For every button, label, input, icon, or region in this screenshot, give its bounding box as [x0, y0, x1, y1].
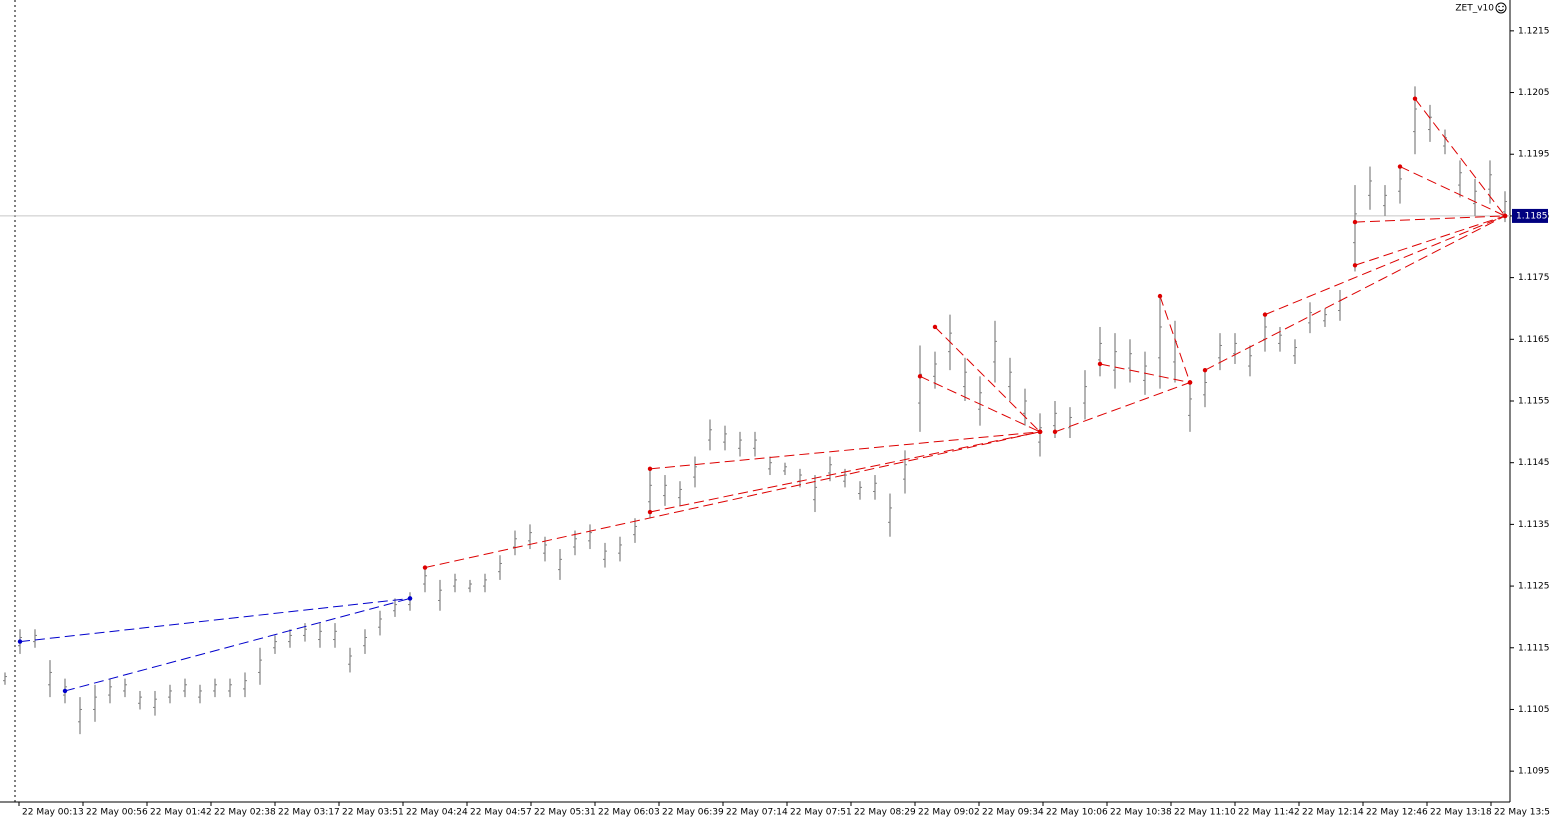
- x-tick-label: 22 May 00:56: [86, 808, 148, 818]
- x-tick-label: 22 May 11:42: [1238, 808, 1300, 818]
- trend-segment: [1264, 215, 1506, 316]
- x-tick-label: 22 May 03:17: [278, 808, 340, 818]
- x-tick-label: 22 May 06:39: [662, 808, 724, 818]
- x-tick-label: 22 May 03:51: [342, 808, 404, 818]
- y-tick-label: 1.1165: [1518, 335, 1550, 345]
- y-tick-label: 1.1215: [1518, 26, 1550, 36]
- x-tick-label: 22 May 02:38: [214, 808, 276, 818]
- x-tick-label: 22 May 07:51: [790, 808, 852, 818]
- segment-point: [62, 688, 68, 694]
- trend-segment: [64, 597, 411, 692]
- y-tick-label: 1.1195: [1518, 150, 1550, 160]
- x-tick-label: 22 May 08:29: [854, 808, 916, 818]
- x-tick-label: 22 May 09:02: [918, 808, 980, 818]
- trend-segment: [1414, 98, 1506, 217]
- x-tick-label: 22 May 12:14: [1302, 808, 1364, 818]
- x-tick-label: 22 May 13:50: [1494, 808, 1550, 818]
- y-tick-label: 1.1105: [1518, 705, 1550, 715]
- x-tick-label: 22 May 11:10: [1174, 808, 1236, 818]
- trend-segment: [424, 431, 1041, 569]
- x-tick-label: 22 May 13:18: [1430, 808, 1492, 818]
- y-tick-label: 1.1135: [1518, 520, 1550, 530]
- trend-segment: [1204, 215, 1506, 371]
- segment-point: [407, 596, 413, 601]
- segment-point: [1502, 213, 1508, 219]
- segment-point: [1352, 263, 1358, 268]
- trend-segment: [1354, 215, 1506, 266]
- segment-point: [647, 509, 653, 515]
- segment-point: [1352, 219, 1358, 225]
- x-tick-label: 22 May 09:34: [982, 808, 1044, 818]
- x-tick-label: 22 May 10:38: [1110, 808, 1172, 818]
- trend-segment: [919, 375, 1041, 433]
- trend-segment: [1399, 166, 1506, 217]
- x-tick-label: 22 May 00:13: [22, 808, 84, 818]
- trend-segment: [649, 431, 1041, 470]
- x-tick-label: 22 May 01:42: [150, 808, 212, 818]
- trend-segment: [934, 326, 1041, 433]
- trend-segment: [1099, 363, 1191, 383]
- trend-segment: [1054, 382, 1191, 433]
- segment-point: [932, 324, 938, 330]
- segment-point: [1037, 429, 1043, 435]
- segment-point: [1187, 380, 1193, 385]
- y-tick-label: 1.1125: [1518, 582, 1550, 592]
- trend-segment: [649, 431, 1041, 513]
- segment-point: [1262, 312, 1268, 317]
- x-tick-label: 22 May 12:46: [1366, 808, 1428, 818]
- y-tick-label: 1.1115: [1518, 643, 1550, 653]
- segment-point: [1052, 429, 1058, 435]
- current-price-label: 1.1185: [1516, 211, 1548, 221]
- y-tick-label: 1.1175: [1518, 273, 1550, 283]
- x-tick-label: 22 May 04:24: [406, 808, 468, 818]
- y-tick-label: 1.1155: [1518, 397, 1550, 407]
- segment-point: [422, 565, 428, 570]
- x-tick-label: 22 May 06:03: [598, 808, 660, 818]
- x-tick-label: 22 May 10:06: [1046, 808, 1108, 818]
- segment-point: [1412, 96, 1418, 101]
- segment-point: [647, 466, 653, 472]
- x-tick-label: 22 May 05:31: [534, 808, 596, 818]
- current-price-box: [1512, 208, 1548, 223]
- segment-point: [1202, 367, 1208, 373]
- segment-point: [1097, 361, 1103, 367]
- segment-point: [1157, 293, 1163, 299]
- segment-point: [17, 639, 23, 644]
- trend-segment: [1159, 295, 1191, 383]
- trend-segment: [1354, 215, 1506, 223]
- y-tick-label: 1.1205: [1518, 88, 1550, 98]
- x-tick-label: 22 May 04:57: [470, 808, 532, 818]
- smiley-icon: [1495, 2, 1507, 14]
- x-tick-label: 22 May 07:14: [726, 808, 788, 818]
- segment-point: [1397, 164, 1403, 169]
- y-tick-label: 1.1145: [1518, 458, 1550, 468]
- y-tick-label: 1.1095: [1518, 767, 1550, 777]
- segment-point: [917, 374, 923, 379]
- indicator-name: ZET_v10: [1455, 4, 1494, 14]
- trend-segment: [19, 597, 411, 643]
